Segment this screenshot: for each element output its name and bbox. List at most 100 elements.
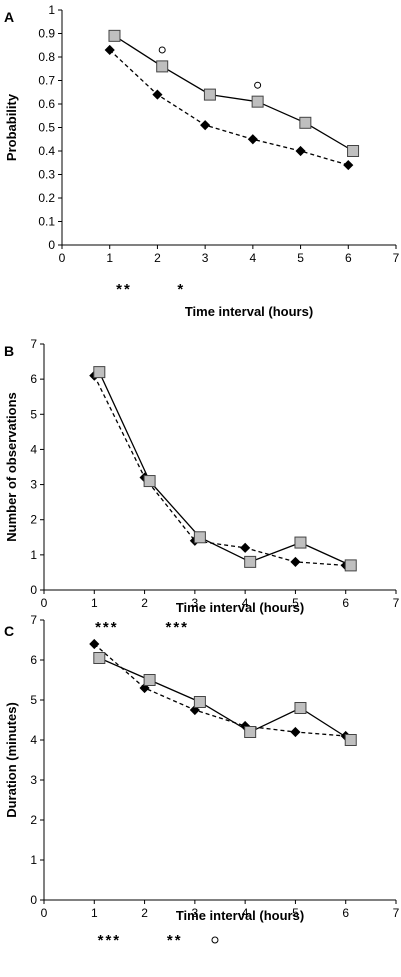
x-axis-label: Time interval (hours) bbox=[176, 600, 304, 615]
y-tick-label: 1 bbox=[30, 853, 37, 867]
y-tick-label: 3 bbox=[30, 478, 37, 492]
x-tick-label: 2 bbox=[141, 906, 148, 920]
x-tick-label: 5 bbox=[292, 906, 299, 920]
y-tick-label: 4 bbox=[30, 733, 37, 747]
y-tick-label: 5 bbox=[30, 693, 37, 707]
x-tick-label: 4 bbox=[242, 596, 249, 610]
x-tick-label: 6 bbox=[345, 251, 352, 265]
annotation-open-circle bbox=[254, 81, 262, 89]
series-square-line bbox=[99, 657, 352, 741]
data-point-square bbox=[294, 536, 307, 549]
y-tick-label: 0.1 bbox=[38, 215, 55, 229]
data-point-diamond bbox=[343, 160, 354, 171]
data-point-diamond bbox=[290, 556, 301, 567]
significance-label: * bbox=[177, 281, 185, 298]
y-tick-label: 0.7 bbox=[38, 74, 55, 88]
y-tick-label: 5 bbox=[30, 407, 37, 421]
significance-label: ** bbox=[167, 932, 183, 949]
y-tick-label: 0.6 bbox=[38, 97, 55, 111]
y-tick-label: 2 bbox=[30, 513, 37, 527]
y-axis-label: Duration (minutes) bbox=[4, 702, 19, 818]
data-point-square bbox=[93, 366, 106, 379]
y-tick-label: 1 bbox=[48, 3, 55, 17]
y-tick-label: 0 bbox=[30, 893, 37, 907]
data-point-square bbox=[299, 116, 312, 129]
x-tick-label: 6 bbox=[342, 906, 349, 920]
data-point-square bbox=[347, 145, 360, 157]
x-tick-label: 7 bbox=[393, 596, 400, 610]
panel-label: B bbox=[4, 343, 14, 359]
data-point-square bbox=[344, 559, 357, 572]
data-point-diamond bbox=[295, 145, 306, 157]
series-diamond-line bbox=[93, 643, 346, 737]
y-tick-label: 2 bbox=[30, 813, 37, 827]
data-point-square bbox=[143, 475, 156, 488]
series-square-line bbox=[98, 371, 351, 566]
y-tick-label: 0.4 bbox=[38, 144, 55, 158]
y-tick-label: 1 bbox=[30, 548, 37, 562]
y-tick-label: 0.3 bbox=[38, 168, 55, 182]
y-tick-label: 7 bbox=[30, 613, 37, 627]
data-point-diamond bbox=[104, 44, 115, 56]
y-tick-label: 0 bbox=[30, 583, 37, 597]
data-point-square bbox=[108, 29, 121, 42]
data-point-square bbox=[193, 531, 206, 544]
y-tick-label: 4 bbox=[30, 442, 37, 456]
x-tick-label: 0 bbox=[41, 596, 48, 610]
significance-label: *** bbox=[165, 619, 189, 636]
data-point-square bbox=[156, 60, 169, 73]
x-tick-label: 1 bbox=[91, 596, 98, 610]
x-tick-label: 0 bbox=[41, 906, 48, 920]
x-tick-label: 6 bbox=[342, 596, 349, 610]
data-point-square bbox=[193, 696, 206, 708]
x-tick-label: 1 bbox=[91, 906, 98, 920]
y-tick-label: 3 bbox=[30, 773, 37, 787]
panel-label: A bbox=[4, 9, 14, 25]
series-diamond-line bbox=[93, 375, 346, 567]
y-tick-label: 6 bbox=[30, 653, 37, 667]
panel-label: C bbox=[4, 623, 14, 639]
x-tick-label: 3 bbox=[202, 251, 209, 265]
data-point-diamond bbox=[89, 638, 100, 650]
x-tick-label: 5 bbox=[292, 596, 299, 610]
data-point-square bbox=[294, 702, 307, 714]
data-point-diamond bbox=[152, 89, 163, 100]
data-point-square bbox=[203, 88, 216, 101]
annotation-open-circle bbox=[211, 936, 219, 944]
series-square-line bbox=[114, 35, 354, 152]
significance-label: *** bbox=[95, 619, 119, 636]
x-tick-label: 2 bbox=[154, 251, 161, 265]
data-point-square bbox=[143, 674, 156, 686]
y-tick-label: 0.9 bbox=[38, 27, 55, 41]
x-tick-label: 3 bbox=[192, 596, 199, 610]
data-point-square bbox=[244, 555, 257, 568]
x-axis-label: Time interval (hours) bbox=[176, 908, 304, 923]
x-tick-label: 2 bbox=[141, 596, 148, 610]
x-axis-label: Time interval (hours) bbox=[185, 304, 313, 319]
x-tick-label: 4 bbox=[242, 906, 249, 920]
data-point-diamond bbox=[200, 120, 211, 131]
x-tick-label: 3 bbox=[192, 906, 199, 920]
x-tick-label: 7 bbox=[393, 251, 400, 265]
x-tick-label: 1 bbox=[106, 251, 113, 265]
panel-a: A 0 0.1 0.2 0.3 0.4 0.5 0.6 0.7 0.8 0.9 1 0 1 2 3 4 5 6 7 Pr… bbox=[4, 3, 400, 319]
panel-c: C 0 1 2 3 4 5 6 7 0 1 2 3 4 5 6 7 Duration (minutes) Time … bbox=[4, 613, 400, 949]
series-diamond-line bbox=[109, 49, 349, 166]
x-tick-label: 4 bbox=[250, 251, 257, 265]
data-point-diamond bbox=[247, 134, 258, 145]
y-axis-label: Probability bbox=[4, 93, 19, 161]
significance-label: ** bbox=[116, 281, 132, 298]
x-tick-label: 7 bbox=[393, 906, 400, 920]
x-tick-label: 5 bbox=[297, 251, 304, 265]
data-point-square bbox=[244, 726, 257, 738]
data-point-square bbox=[93, 652, 106, 664]
annotation-open-circle bbox=[158, 46, 166, 54]
y-tick-label: 7 bbox=[30, 337, 37, 351]
y-tick-label: 0.2 bbox=[38, 191, 55, 205]
y-tick-label: 0.8 bbox=[38, 50, 55, 64]
y-tick-label: 6 bbox=[30, 372, 37, 386]
data-point-square bbox=[251, 95, 264, 108]
